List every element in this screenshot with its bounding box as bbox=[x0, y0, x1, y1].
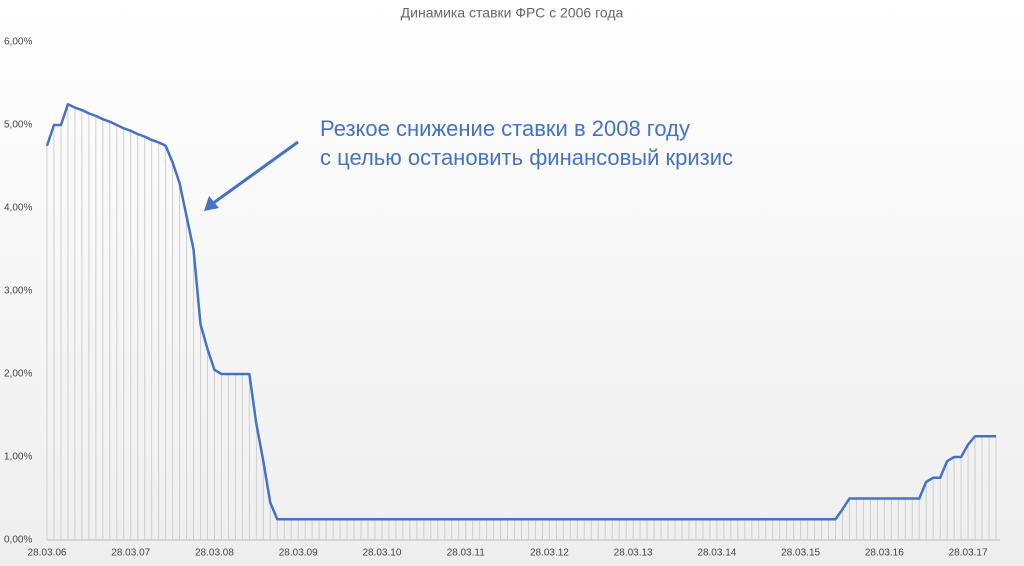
y-tick-label: 0,00% bbox=[4, 535, 32, 546]
y-tick-label: 6,00% bbox=[4, 37, 32, 48]
x-tick-label: 28.03.06 bbox=[28, 548, 67, 559]
annotation: Резкое снижение ставки в 2008 году bbox=[320, 116, 690, 141]
x-tick-label: 28.03.07 bbox=[111, 548, 150, 559]
chart-title: Динамика ставки ФРС с 2006 года bbox=[401, 5, 624, 21]
x-tick-label: 28.03.09 bbox=[279, 548, 318, 559]
x-tick-label: 28.03.11 bbox=[447, 548, 486, 559]
annotation: с целью остановить финансовый кризис bbox=[320, 145, 733, 170]
y-tick-label: 5,00% bbox=[4, 120, 32, 131]
x-tick-label: 28.03.14 bbox=[697, 548, 736, 559]
x-tick-label: 28.03.10 bbox=[362, 548, 401, 559]
x-tick-label: 28.03.16 bbox=[865, 548, 904, 559]
x-tick-label: 28.03.08 bbox=[195, 548, 234, 559]
annotation-arrow bbox=[204, 140, 299, 211]
y-tick-label: 2,00% bbox=[4, 369, 32, 380]
x-tick-label: 28.03.12 bbox=[530, 548, 569, 559]
x-tick-label: 28.03.15 bbox=[781, 548, 820, 559]
x-tick-label: 28.03.13 bbox=[614, 548, 653, 559]
x-tick-label: 28.03.17 bbox=[949, 548, 988, 559]
y-tick-label: 3,00% bbox=[4, 286, 32, 297]
y-tick-label: 1,00% bbox=[4, 452, 32, 463]
rate-line bbox=[45, 103, 996, 521]
y-tick-label: 4,00% bbox=[4, 203, 32, 214]
